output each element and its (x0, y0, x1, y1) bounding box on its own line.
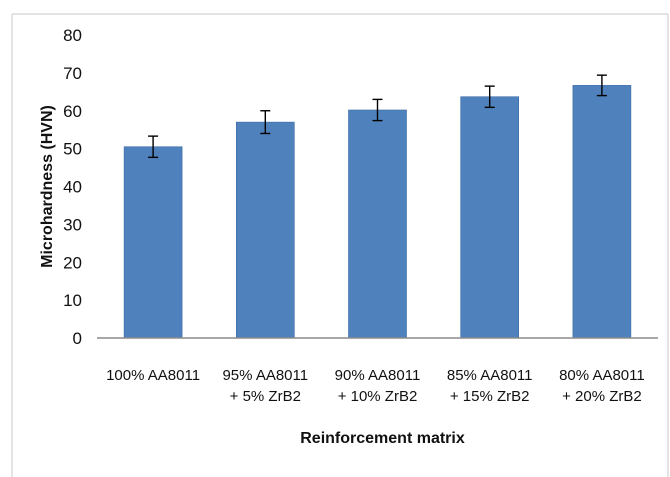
y-tick-label: 40 (63, 178, 82, 197)
x-tick-label: + 5% ZrB2 (230, 388, 301, 405)
y-tick-label: 70 (63, 64, 82, 83)
y-tick-label: 50 (63, 140, 82, 159)
y-tick-label: 20 (63, 253, 82, 272)
y-tick-label: 30 (63, 215, 82, 234)
error-bar (260, 110, 271, 135)
x-tick-label: 90% AA8011 (335, 367, 421, 384)
y-tick-label: 0 (73, 329, 82, 348)
bar-series (123, 85, 632, 339)
y-axis-title: Microhardness (HVN) (39, 105, 56, 268)
bar (460, 96, 520, 339)
x-axis-tick-labels: 100% AA8011 95% AA8011 + 5% ZrB2 90% AA8011… (106, 367, 645, 405)
x-tick-label: + 15% ZrB2 (450, 388, 530, 405)
figure-border (11, 13, 669, 477)
x-tick-label: 85% AA8011 (447, 367, 533, 384)
y-tick-label: 60 (63, 102, 82, 121)
x-axis-title: Reinforcement matrix (300, 430, 465, 447)
x-tick-label: 100% AA8011 (106, 367, 200, 384)
error-bar (484, 85, 495, 109)
x-tick-label: 95% AA8011 (222, 367, 308, 384)
y-tick-label: 10 (63, 291, 82, 310)
x-tick-label: + 10% ZrB2 (338, 388, 418, 405)
x-tick-label: 80% AA8011 (559, 367, 645, 384)
bar (572, 85, 632, 339)
error-bar (148, 135, 159, 159)
y-tick-label: 80 (63, 26, 82, 45)
x-tick-label: + 20% ZrB2 (562, 388, 642, 405)
bar (348, 109, 407, 339)
bar (123, 146, 183, 339)
bar (236, 121, 295, 339)
error-bar (596, 74, 607, 97)
error-bar (372, 98, 383, 122)
error-bars (148, 74, 607, 159)
y-axis-ticks: 0 10 20 30 40 50 60 70 80 (63, 26, 82, 348)
